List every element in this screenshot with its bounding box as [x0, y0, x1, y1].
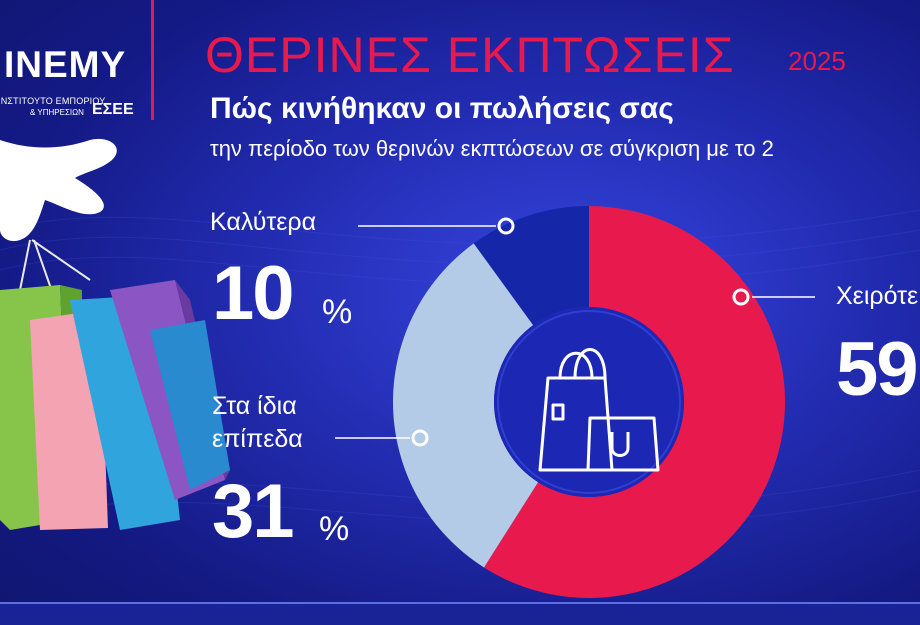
bottom-divider	[0, 602, 920, 604]
marker-same	[411, 429, 429, 447]
inemy-logo: ΙΝΕΜΥ ΙΝΣΤΙΤΟΥΤΟ ΕΜΠΟΡΙΟΥ & ΥΠΗΡΕΣΙΩΝ ΕΣ…	[0, 0, 150, 120]
marker-better	[497, 217, 515, 235]
pct-same: %	[319, 510, 350, 548]
logo-divider	[151, 0, 154, 120]
slice-worse	[483, 206, 785, 598]
slice-same	[392, 243, 539, 568]
value-same: 31	[212, 469, 295, 554]
pct-better: %	[322, 293, 353, 331]
logo-tagline-1: ΙΝΣΤΙΤΟΥΤΟ ΕΜΠΟΡΙΟΥ	[0, 96, 106, 106]
logo-esee: ΕΣΕΕ	[92, 101, 134, 118]
label-same-line1: Στα ίδια	[212, 392, 297, 420]
subtitle: Πώς κινήθηκαν οι πωλήσεις σας	[210, 92, 674, 125]
page-title: ΘΕΡΙΝΕΣ ΕΚΠΤΩΣΕΙΣ	[205, 27, 735, 83]
value-worse: 59	[836, 327, 919, 412]
label-same-line2: επίπεδα	[212, 425, 303, 453]
logo-tagline-2: & ΥΠΗΡΕΣΙΩΝ	[30, 108, 84, 117]
subtitle-secondary: την περίοδο των θερινών εκπτώσεων σε σύγ…	[210, 136, 774, 161]
value-better: 10	[212, 251, 295, 336]
label-worse: Χειρότε	[836, 282, 919, 310]
donut-center-ring	[497, 310, 681, 494]
slice-better	[473, 206, 589, 326]
logo-name: ΙΝΕΜΥ	[4, 44, 127, 85]
label-better: Καλύτερα	[210, 208, 317, 236]
title-year: 2025	[788, 46, 846, 76]
bottom-band	[0, 604, 920, 625]
marker-worse	[732, 288, 750, 306]
